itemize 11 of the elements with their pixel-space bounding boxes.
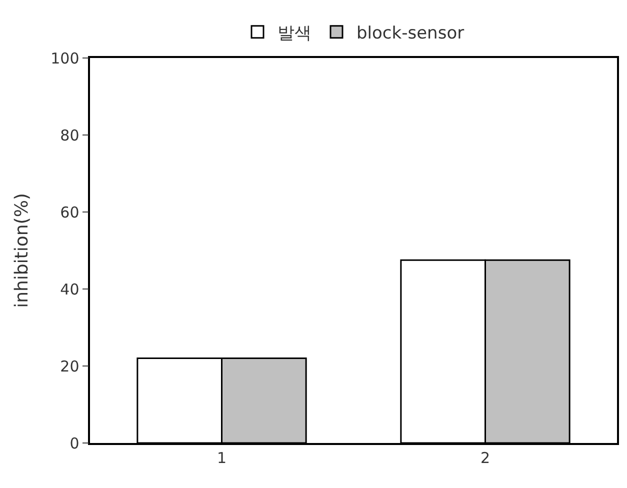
y-tick-label: 0 (70, 434, 80, 452)
y-axis-title: inhibition(%) (11, 193, 32, 308)
x-tick-label: 2 (480, 448, 490, 467)
y-tick-label: 40 (60, 280, 80, 298)
y-tick-label: 80 (60, 126, 80, 144)
y-tick-label: 60 (60, 203, 80, 222)
legend-label: block-sensor (356, 23, 464, 44)
y-tick-label: 100 (50, 49, 80, 68)
y-tick-label: 20 (60, 357, 80, 376)
legend-label: 발색 (278, 23, 312, 44)
x-tick-label: 1 (216, 448, 227, 467)
